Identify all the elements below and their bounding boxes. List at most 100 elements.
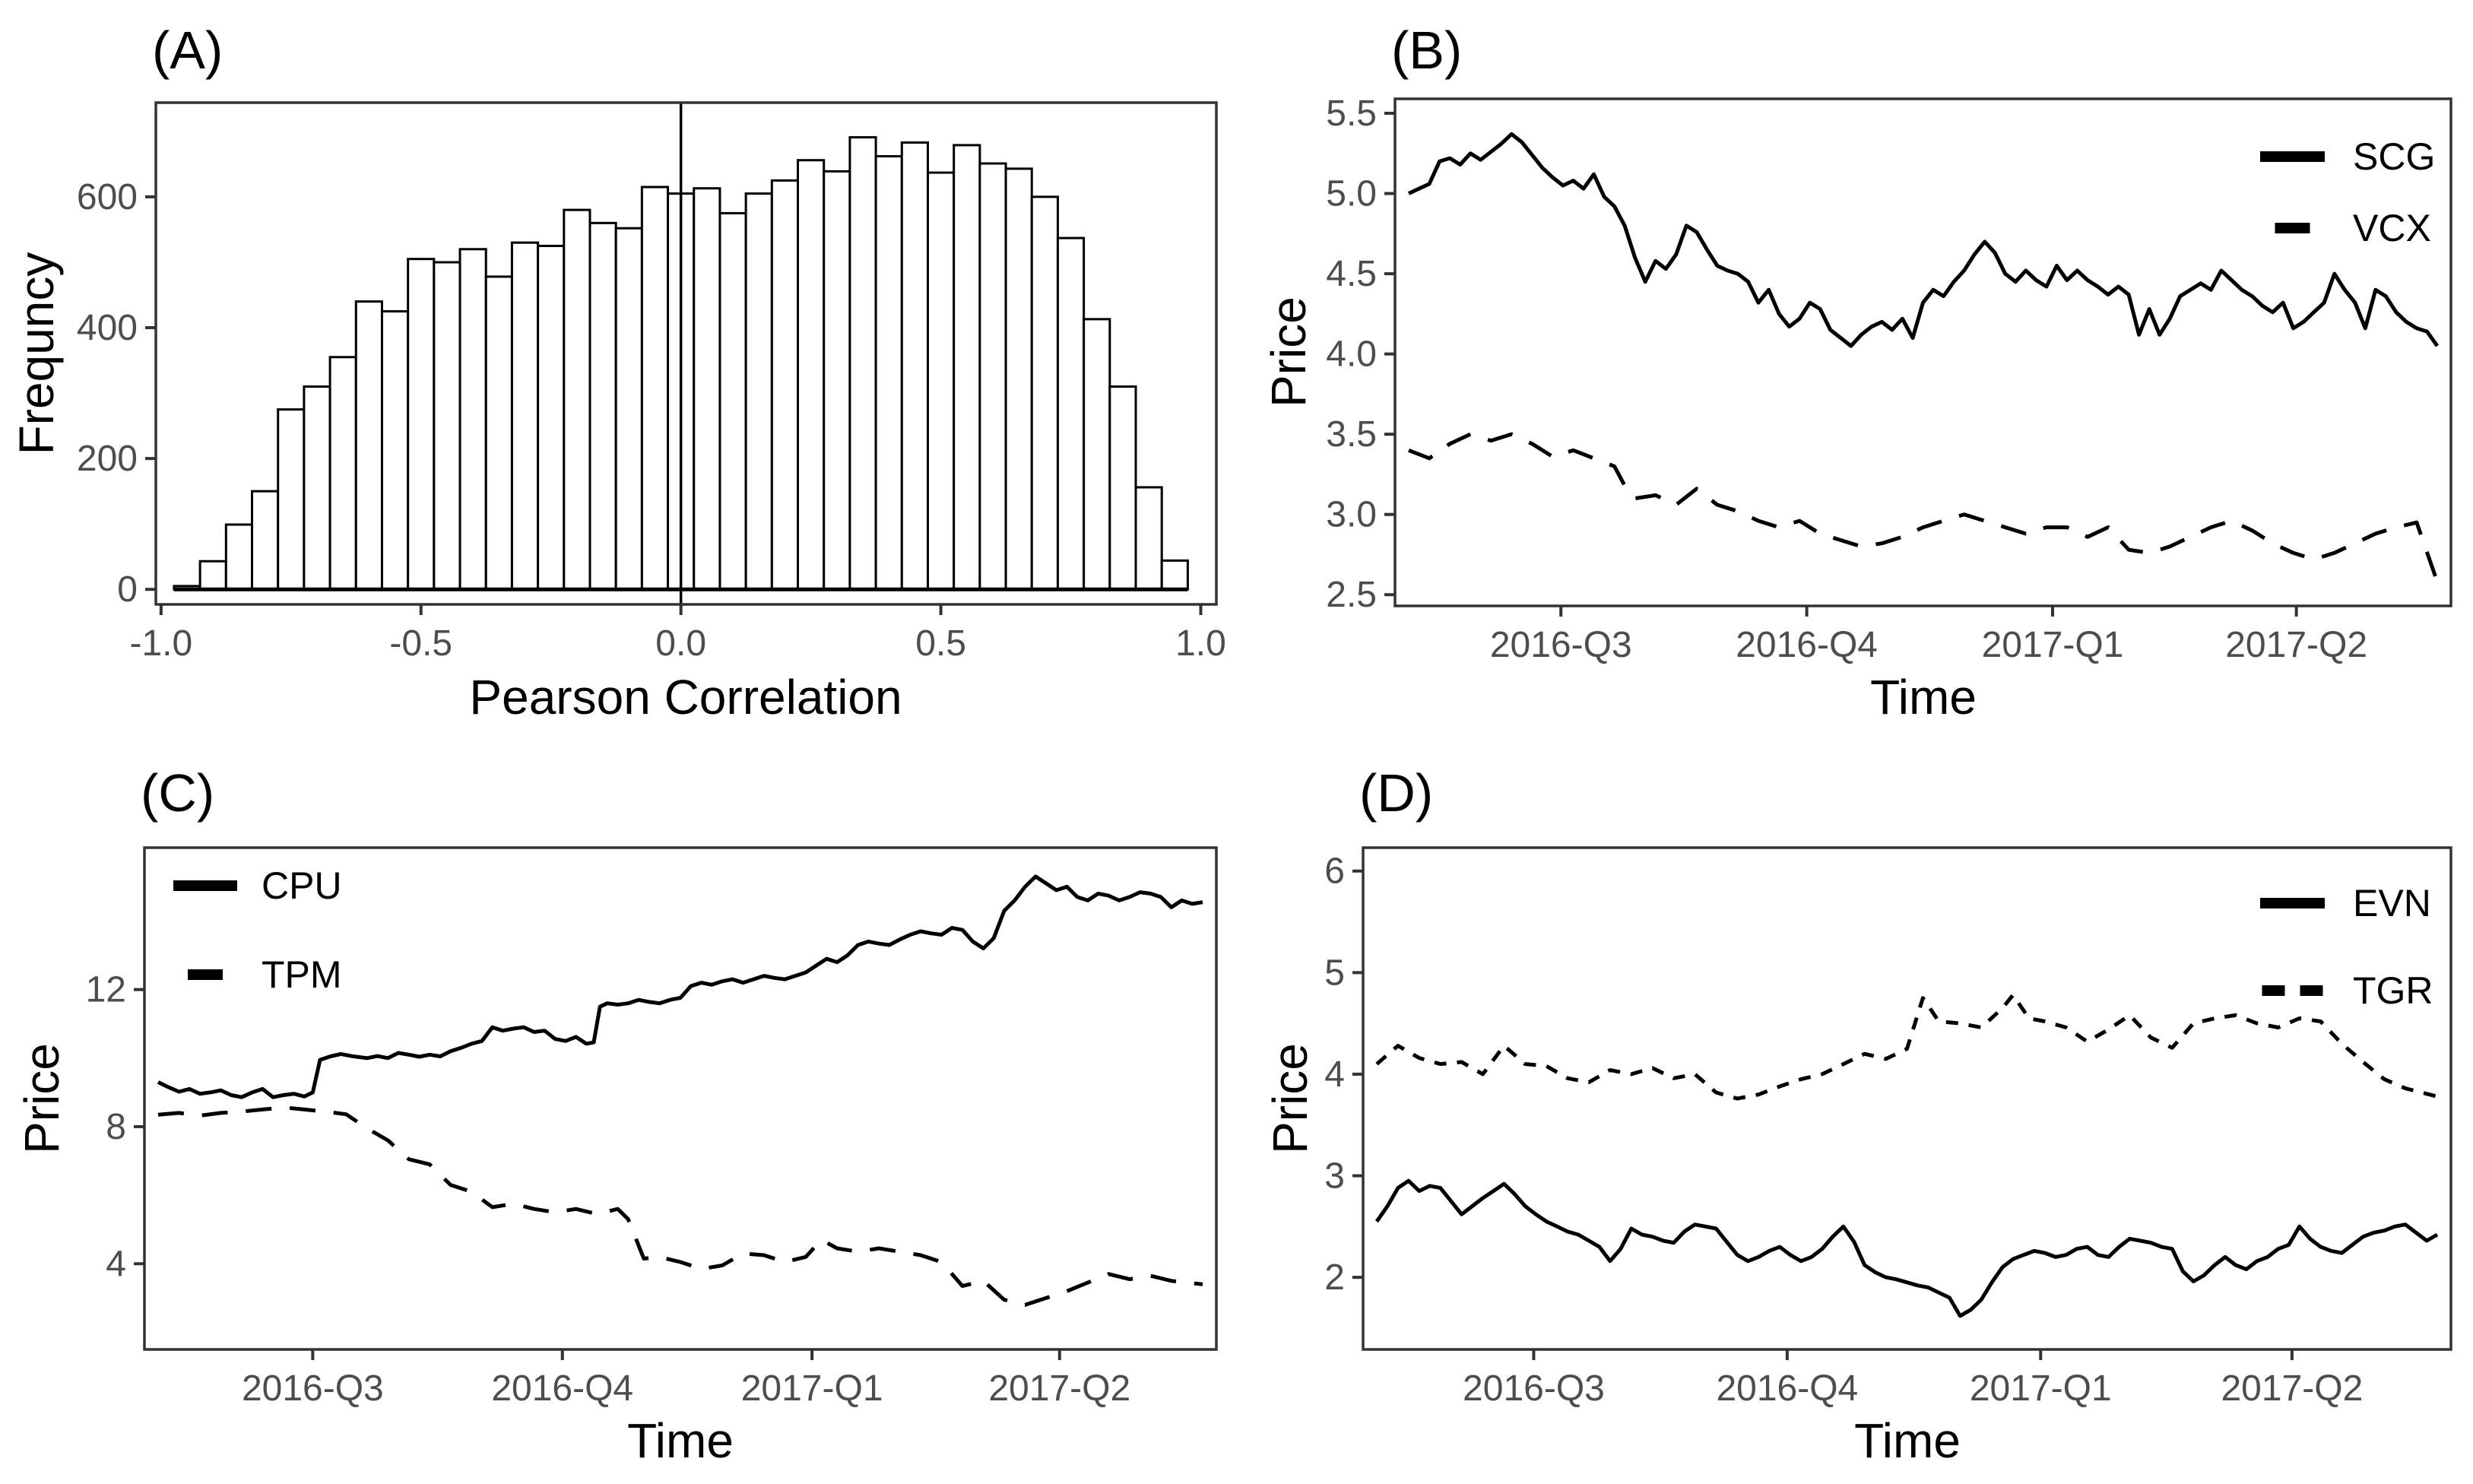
series-line-scg xyxy=(1407,132,2440,348)
y-tick-label: 2 xyxy=(1324,1257,1345,1298)
x-tick-label: 2016-Q4 xyxy=(491,1368,633,1409)
x-tick-label: 2017-Q2 xyxy=(2221,1368,2363,1409)
histogram-bar xyxy=(953,144,981,591)
histogram-bar xyxy=(614,227,643,591)
legend-label-scg: SCG xyxy=(2353,135,2436,178)
y-tick-label: 4 xyxy=(1324,1054,1345,1095)
series-line-tpm xyxy=(157,1105,1203,1307)
x-tick-label: 0.0 xyxy=(655,623,706,664)
x-tick-label: 2016-Q3 xyxy=(1490,625,1632,665)
y-tick-label: 8 xyxy=(106,1107,126,1147)
legend-label-evn: EVN xyxy=(2353,882,2431,924)
x-tick-label: 2017-Q2 xyxy=(988,1368,1130,1409)
x-tick-label: 2016-Q4 xyxy=(1716,1368,1858,1409)
histogram-bar xyxy=(277,408,306,591)
panel-b-y-axis-title: Price xyxy=(1261,296,1316,407)
histogram-bar xyxy=(1056,236,1086,591)
histogram-bar xyxy=(354,300,383,591)
histogram-bar xyxy=(693,187,721,591)
panel-a-x-axis-title: Pearson Correlation xyxy=(469,670,902,725)
series-line-evn xyxy=(1374,1178,2439,1318)
panel-d-x-axis-title: Time xyxy=(1854,1413,1961,1468)
histogram-bar xyxy=(926,171,956,591)
x-tick-label: 2016-Q3 xyxy=(1463,1368,1605,1409)
y-tick-label: 0 xyxy=(117,569,138,610)
histogram-bar xyxy=(510,241,540,591)
y-tick-label: 5 xyxy=(1324,953,1345,993)
histogram-bar xyxy=(1108,385,1137,591)
y-tick-label: 3 xyxy=(1324,1156,1345,1197)
panel-border-c xyxy=(143,846,1218,1351)
histogram-bar xyxy=(718,211,747,591)
y-tick-label: 4 xyxy=(106,1244,126,1284)
histogram-bar xyxy=(380,309,410,591)
panel-b-label: (B) xyxy=(1391,21,1463,80)
panel-border-d xyxy=(1362,846,2452,1351)
y-tick-label: 4.0 xyxy=(1326,335,1377,375)
panel-d-y-axis-title: Price xyxy=(1263,1043,1317,1154)
legend-label-tpm: TPM xyxy=(262,953,342,996)
histogram-bar xyxy=(1160,559,1189,591)
histogram-bar xyxy=(588,221,617,591)
legend-label-tgr: TGR xyxy=(2353,969,2433,1012)
x-tick-label: 2016-Q4 xyxy=(1736,625,1878,665)
y-tick-label: 3.5 xyxy=(1326,414,1377,455)
y-tick-label: 2.5 xyxy=(1326,575,1377,615)
x-tick-label: -0.5 xyxy=(389,623,452,664)
x-tick-label: 2017-Q2 xyxy=(2225,625,2367,665)
histogram-bar xyxy=(797,159,826,591)
histogram-bar xyxy=(407,258,436,591)
histogram-bar xyxy=(251,490,280,591)
panel-a-label: (A) xyxy=(152,21,224,80)
panel-border-a xyxy=(154,101,1218,606)
histogram-bar xyxy=(900,141,929,591)
histogram-bar xyxy=(1004,167,1033,591)
panel-border-b xyxy=(1393,97,2452,607)
x-tick-label: 2017-Q1 xyxy=(741,1368,883,1409)
x-tick-label: 2017-Q1 xyxy=(1982,625,2124,665)
series-line-vcx xyxy=(1408,432,2440,583)
series-line-cpu xyxy=(157,874,1203,1099)
y-tick-label: 3.0 xyxy=(1326,495,1377,535)
y-tick-label: 12 xyxy=(86,970,126,1010)
series-line-tgr xyxy=(1375,993,2438,1101)
panel-d-label: (D) xyxy=(1359,763,1434,823)
histogram-bar xyxy=(770,179,800,591)
histogram-bar xyxy=(1134,486,1163,591)
histogram-bar xyxy=(198,560,227,591)
histogram-bar xyxy=(224,523,254,591)
x-tick-label: -1.0 xyxy=(129,623,192,664)
histogram-bar xyxy=(484,275,513,591)
histogram-bar xyxy=(328,356,357,591)
histogram-bar xyxy=(433,261,461,591)
y-tick-label: 5.0 xyxy=(1326,174,1377,214)
panel-a-y-axis-title: Frequncy xyxy=(9,252,64,455)
x-tick-label: 0.5 xyxy=(915,623,966,664)
histogram-bar xyxy=(537,244,566,591)
histogram-bar xyxy=(744,192,773,591)
x-tick-label: 2017-Q1 xyxy=(1970,1368,2112,1409)
histogram-bar xyxy=(303,385,331,591)
panel-c-x-axis-title: Time xyxy=(627,1413,734,1468)
panel-c-y-axis-title: Price xyxy=(14,1043,69,1154)
legend-label-vcx: VCX xyxy=(2353,207,2431,249)
histogram-bar xyxy=(563,208,591,591)
histogram-bar xyxy=(848,136,877,591)
y-tick-label: 400 xyxy=(77,308,138,348)
panel-b-x-axis-title: Time xyxy=(1870,670,1977,725)
histogram-bar xyxy=(1083,318,1111,591)
histogram-bar xyxy=(978,162,1007,591)
histogram-bar xyxy=(640,186,670,591)
y-tick-label: 6 xyxy=(1324,851,1345,892)
y-tick-label: 600 xyxy=(77,177,138,217)
y-tick-label: 4.5 xyxy=(1326,254,1377,294)
legend-label-cpu: CPU xyxy=(262,864,342,907)
histogram-bar xyxy=(823,170,851,591)
panel-c-label: (C) xyxy=(141,763,215,823)
x-tick-label: 1.0 xyxy=(1175,623,1226,664)
histogram-bar xyxy=(1030,195,1059,591)
x-tick-label: 2016-Q3 xyxy=(242,1368,384,1409)
y-tick-label: 200 xyxy=(77,439,138,479)
histogram-bar xyxy=(458,248,487,591)
